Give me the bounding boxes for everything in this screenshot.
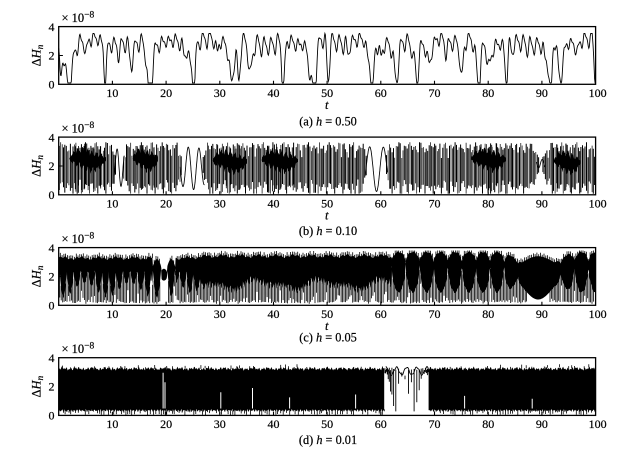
svg-text:(a) h = 0.50: (a) h = 0.50 [299,115,357,129]
svg-text:4: 4 [49,241,55,255]
svg-text:60: 60 [375,417,387,431]
svg-text:90: 90 [536,307,548,321]
svg-text:10: 10 [106,196,118,210]
svg-text:100: 100 [589,196,607,210]
svg-text:70: 70 [429,196,441,210]
svg-text:10: 10 [106,307,118,321]
svg-text:4: 4 [49,20,55,34]
svg-text:40: 40 [268,307,280,321]
svg-text:2: 2 [49,159,55,173]
svg-text:50: 50 [321,417,333,431]
svg-text:90: 90 [536,196,548,210]
svg-text:20: 20 [160,307,172,321]
svg-text:60: 60 [375,307,387,321]
svg-text:4: 4 [49,130,55,144]
svg-text:(c) h = 0.05: (c) h = 0.05 [299,331,357,345]
svg-text:30: 30 [214,307,226,321]
svg-text:0: 0 [49,78,55,92]
svg-text:50: 50 [321,307,333,321]
svg-text:t: t [325,98,329,112]
svg-text:0: 0 [49,299,55,313]
svg-text:10: 10 [106,417,118,431]
svg-text:20: 20 [160,196,172,210]
svg-text:t: t [325,208,329,222]
svg-text:50: 50 [321,196,333,210]
svg-text:40: 40 [268,196,280,210]
svg-text:100: 100 [589,307,607,321]
svg-text:50: 50 [321,86,333,100]
svg-text:2: 2 [49,270,55,284]
svg-text:30: 30 [214,86,226,100]
svg-text:60: 60 [375,86,387,100]
svg-text:20: 20 [160,86,172,100]
svg-text:80: 80 [482,86,494,100]
svg-text:ΔHn: ΔHn [30,375,47,397]
svg-text:4: 4 [49,351,55,365]
svg-text:90: 90 [536,86,548,100]
svg-text:80: 80 [482,307,494,321]
svg-text:0: 0 [49,409,55,423]
svg-text:60: 60 [375,196,387,210]
svg-text:10: 10 [106,86,118,100]
svg-text:0: 0 [49,188,55,202]
svg-text:100: 100 [589,417,607,431]
svg-text:(b) h = 0.10: (b) h = 0.10 [299,224,357,238]
svg-text:ΔHn: ΔHn [30,155,47,177]
svg-text:2: 2 [49,49,55,63]
svg-text:(d) h = 0.01: (d) h = 0.01 [299,433,357,447]
svg-text:70: 70 [429,307,441,321]
svg-text:70: 70 [429,417,441,431]
svg-text:70: 70 [429,86,441,100]
svg-text:30: 30 [214,417,226,431]
svg-text:30: 30 [214,196,226,210]
svg-text:90: 90 [536,417,548,431]
svg-text:100: 100 [589,86,607,100]
svg-text:t: t [325,319,329,333]
svg-text:ΔHn: ΔHn [30,265,47,287]
svg-text:40: 40 [268,86,280,100]
svg-text:ΔHn: ΔHn [30,44,47,66]
svg-text:2: 2 [49,380,55,394]
svg-text:40: 40 [268,417,280,431]
svg-text:80: 80 [482,417,494,431]
svg-text:20: 20 [160,417,172,431]
svg-text:80: 80 [482,196,494,210]
